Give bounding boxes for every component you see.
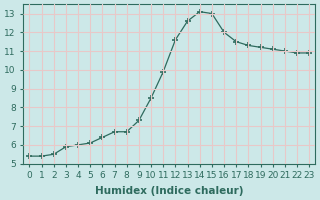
X-axis label: Humidex (Indice chaleur): Humidex (Indice chaleur) xyxy=(95,186,244,196)
